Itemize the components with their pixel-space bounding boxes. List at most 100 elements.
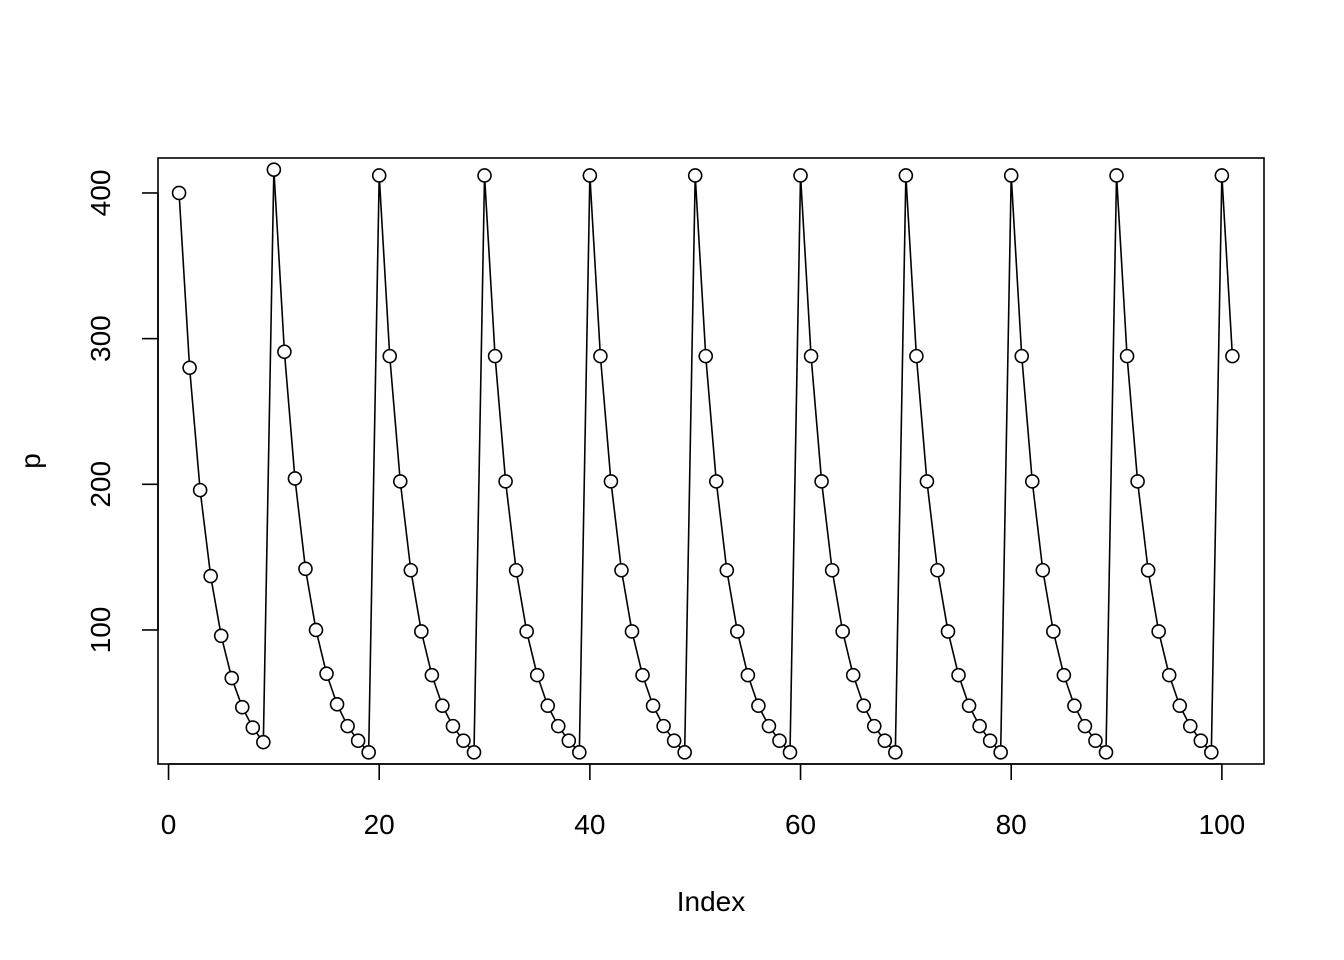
data-point [403,562,419,578]
y-tick-label: 300 [85,315,116,362]
y-axis: 100 200 300 400 [85,170,159,654]
series-segment [233,683,241,702]
series-segment [600,362,612,475]
data-point [1109,168,1124,183]
data-point [350,733,366,748]
series-segment [316,636,326,668]
series-segment [538,681,547,700]
data-point [951,667,966,683]
series-segment [1032,487,1043,564]
series-segment [916,362,928,475]
data-point [1046,624,1061,639]
data-point [382,348,398,364]
data-point [1088,733,1103,748]
series-segment [632,637,642,670]
series-segment [273,176,285,346]
data-point [1161,667,1177,683]
x-tick-label: 20 [364,809,395,840]
series-segment [760,711,767,721]
series-segment [527,637,537,670]
series-segment [294,484,306,563]
data-point [593,348,608,364]
series-segment [694,181,707,350]
series-segment [1088,730,1093,736]
data-point [761,718,777,734]
series-segment [178,199,191,362]
data-point [1214,168,1230,183]
data-point [466,745,482,760]
series-segment [866,711,872,721]
y-tick-label: 100 [85,607,116,654]
data-point [1014,348,1030,364]
data-point [445,718,461,734]
series-segment [433,681,442,700]
series-segment [1065,681,1074,700]
series-segment [589,181,601,350]
series-segment [1043,576,1054,626]
series-segment [1116,181,1128,350]
series-segment [505,487,517,564]
data-point [256,734,271,750]
data-point [508,562,524,578]
data-point [909,348,924,364]
series-segment [905,181,917,350]
series-segment [971,711,978,721]
data-point [329,696,345,712]
series-segment [1021,362,1033,475]
data-point [1140,562,1156,578]
data-point [687,168,703,183]
data-point [666,733,682,748]
series-segment [494,362,506,475]
data-point [1024,474,1040,489]
data-point [1035,562,1051,578]
data-point [645,698,661,714]
data-point [751,698,766,714]
data-point [371,168,387,183]
data-point [224,670,240,686]
series-segment [948,637,958,670]
series-segment [1137,487,1149,564]
data-point [856,698,872,714]
series-segment [926,487,938,564]
series-segment [937,576,948,626]
series-segment [473,181,486,746]
series-segment [1105,181,1118,746]
data-point [1193,733,1209,748]
data-point [1056,667,1072,683]
data-point [1172,698,1188,714]
series-segment [211,582,221,630]
series-segment [221,641,231,672]
series-segment [666,730,671,736]
series-segment [561,730,566,736]
data-point [424,667,440,683]
series-segment [999,181,1012,746]
series-segment [400,487,411,564]
data-point [835,624,850,639]
data-point [1130,474,1145,489]
data-point [845,667,861,683]
data-point [540,698,556,714]
data-point [529,667,545,683]
data-point [340,718,355,734]
series-segment [610,487,622,564]
data-point [435,698,450,714]
series-segment [411,576,422,626]
data-point [698,348,714,364]
series-segment [327,679,336,699]
series-segment [877,730,882,736]
series-segment [1193,730,1198,736]
series-segment [378,181,391,350]
data-point [624,624,640,639]
series-segment [959,681,968,700]
data-point [877,733,893,748]
data-point [719,562,735,578]
y-tick-label: 200 [85,461,116,508]
series-segment [854,681,863,700]
data-point [287,471,303,486]
data-point [182,360,197,376]
series-segment [1054,637,1064,670]
data-point [793,168,808,183]
series-segment [1210,181,1223,746]
data-point [213,628,229,644]
